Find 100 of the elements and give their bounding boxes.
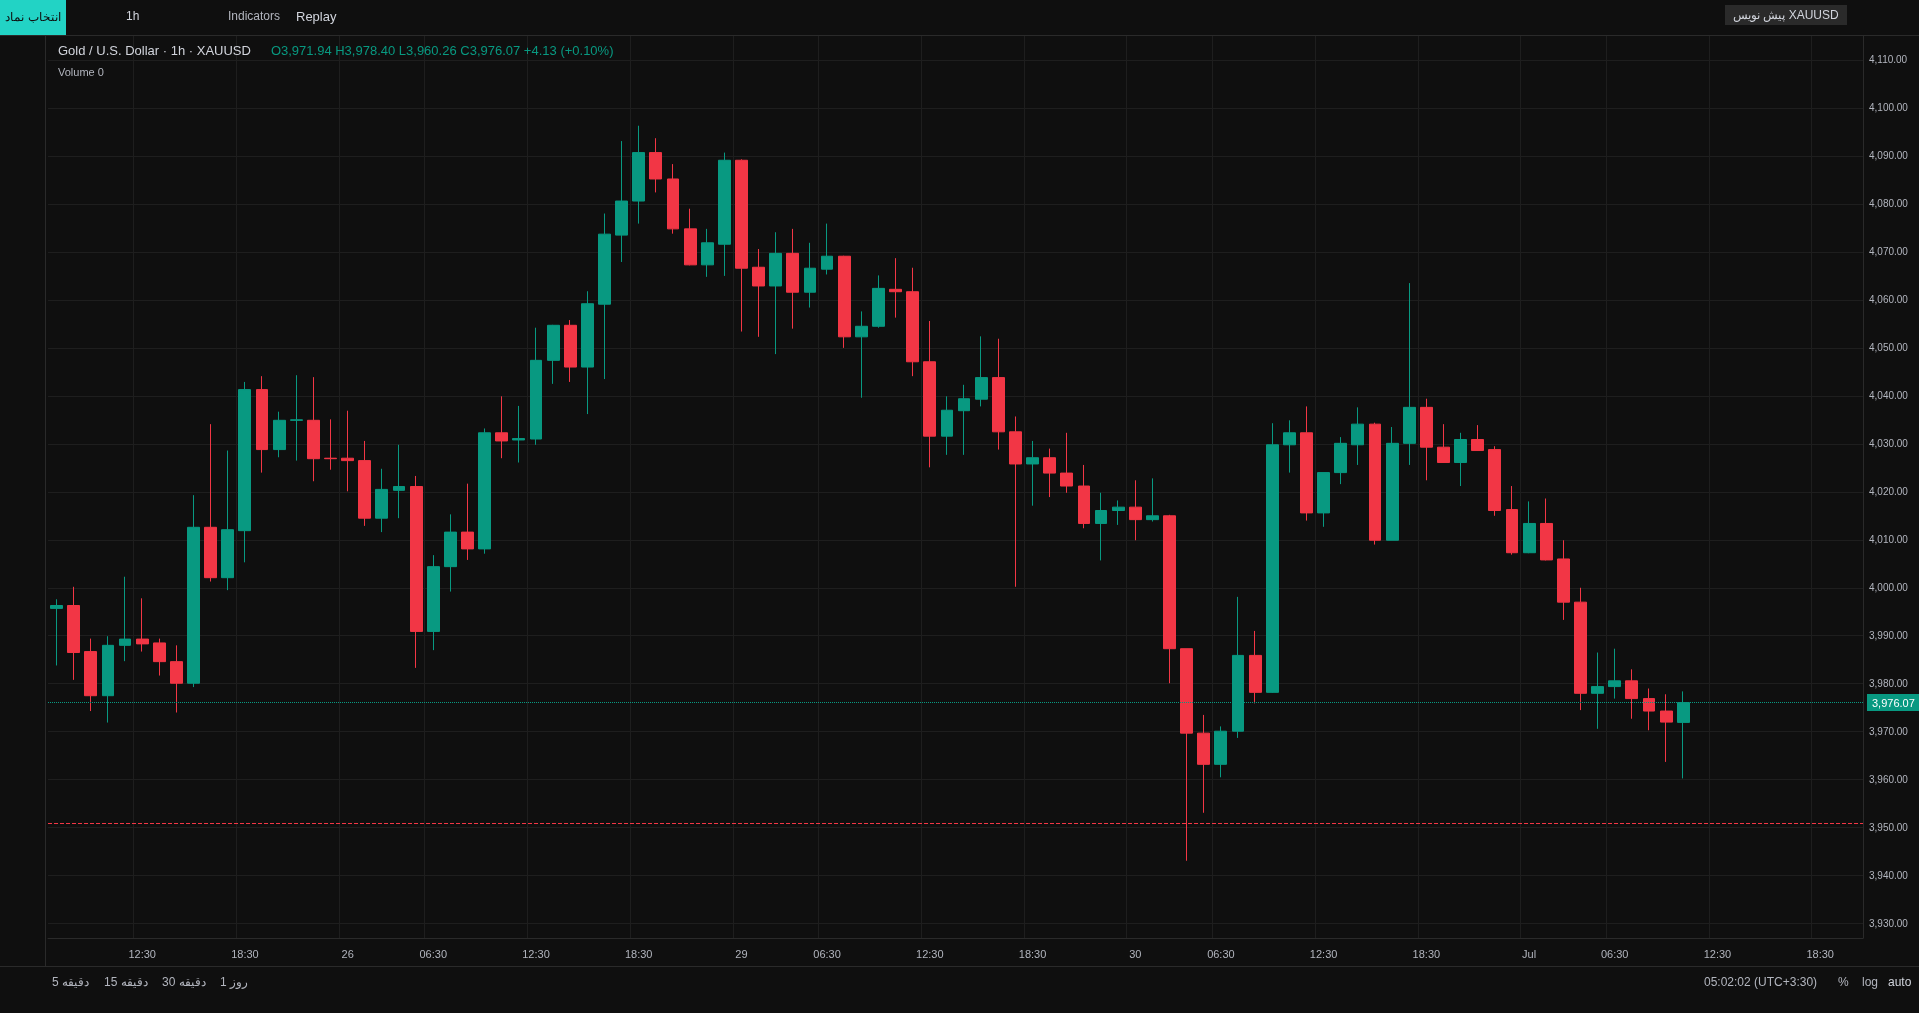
x-tick-label: 06:30 xyxy=(1207,947,1235,960)
candlestick xyxy=(1300,405,1313,522)
text: 5 دقیقه xyxy=(52,975,90,989)
x-tick-label: 12:30 xyxy=(522,947,550,960)
candlestick xyxy=(307,376,320,482)
candlestick xyxy=(1026,440,1039,507)
candlestick xyxy=(975,335,988,407)
candlestick xyxy=(1574,587,1587,711)
candlestick xyxy=(615,140,628,263)
text: 30 دقیقه xyxy=(162,975,206,989)
y-tick-label: 3,930.00 xyxy=(1869,918,1909,930)
candlestick xyxy=(512,405,525,464)
candlestick xyxy=(256,375,268,474)
x-tick-label: 18:30 xyxy=(624,947,653,960)
candlestick xyxy=(598,213,611,380)
candlestick xyxy=(923,320,936,468)
y-tick-label: 4,000.00 xyxy=(1869,582,1909,594)
candlestick xyxy=(941,395,953,456)
y-tick-label: 4,110.00 xyxy=(1869,54,1908,66)
candlestick xyxy=(992,338,1005,451)
candlestick xyxy=(1369,422,1381,546)
candlestick xyxy=(84,638,97,712)
candlestick xyxy=(478,427,491,555)
y-tick-label: 4,020.00 xyxy=(1869,486,1909,498)
candlestick xyxy=(170,644,183,713)
y-tick-label: 3,980.00 xyxy=(1869,678,1909,690)
candlestick xyxy=(667,163,679,235)
x-tick-label: 06:30 xyxy=(813,947,841,960)
candlestick xyxy=(1214,725,1227,778)
text: 1h xyxy=(126,9,140,23)
text: O3,971.94 H3,978.40 L3,960.26 C3,976.07 +4.13 (+0.10%) xyxy=(270,43,614,58)
candlestick xyxy=(752,248,765,338)
y-tick-label: 4,060.00 xyxy=(1869,294,1909,306)
candlestick xyxy=(1420,398,1433,481)
candlestick xyxy=(838,255,851,349)
candlestick xyxy=(821,223,833,275)
candlestick xyxy=(204,423,217,583)
candlestick xyxy=(581,290,594,415)
candlestick xyxy=(1540,498,1553,561)
candlestick xyxy=(701,228,714,278)
candlestick xyxy=(187,494,200,688)
candlestick xyxy=(958,384,970,456)
candlestick xyxy=(547,324,560,385)
candlestick xyxy=(410,475,423,669)
ref-line-label: 3,976.07 xyxy=(1872,696,1915,709)
x-tick-label: 18:30 xyxy=(1412,947,1441,960)
y-tick-label: 4,030.00 xyxy=(1869,438,1909,450)
x-tick-label: 12:30 xyxy=(916,947,944,960)
candlestick xyxy=(718,152,731,277)
text: Indicators xyxy=(228,9,281,23)
candlestick xyxy=(1488,445,1501,517)
y-tick-label: 3,950.00 xyxy=(1869,822,1909,834)
y-tick-label: 4,100.00 xyxy=(1869,102,1909,114)
x-tick-label: 12:30 xyxy=(1309,947,1338,960)
candlestick xyxy=(290,374,303,462)
y-tick-label: 3,960.00 xyxy=(1869,774,1909,786)
candlestick xyxy=(735,158,748,333)
candlestick xyxy=(238,381,251,563)
candlestick xyxy=(906,267,919,377)
x-tick-label: 12:30 xyxy=(128,947,156,960)
candlestick xyxy=(1266,422,1279,694)
candlestick xyxy=(564,319,577,383)
candlestick xyxy=(1557,539,1570,621)
candlestick xyxy=(444,513,457,593)
text: انتخاب نماد xyxy=(0,0,66,35)
x-tick-label: 18:30 xyxy=(1806,947,1834,960)
text: 15 دقیقه xyxy=(104,975,148,989)
candlestick xyxy=(221,450,234,591)
candlestick xyxy=(769,231,782,355)
candlestick xyxy=(1043,448,1056,498)
candlestick xyxy=(1249,630,1262,704)
candlestick xyxy=(1197,714,1210,814)
candlestick xyxy=(1386,426,1399,541)
candlestick xyxy=(1523,500,1536,554)
candlestick xyxy=(341,410,354,492)
candlestick xyxy=(632,125,645,225)
candlestick xyxy=(153,638,166,677)
y-tick-label: 4,090.00 xyxy=(1869,150,1909,162)
annotation: Volume 0 xyxy=(58,66,104,78)
candlestick xyxy=(393,444,405,519)
candlestick xyxy=(1317,472,1330,528)
candlestick xyxy=(530,327,542,446)
candlestick xyxy=(1163,514,1176,684)
text: پیش نویس XAUUSD xyxy=(1725,5,1847,25)
candlestick xyxy=(889,257,902,319)
candlestick xyxy=(1095,492,1107,561)
candlestick xyxy=(1009,415,1022,588)
candlestick xyxy=(1112,499,1125,526)
candlestick xyxy=(1351,406,1364,466)
candlestick xyxy=(375,468,388,533)
candlestick xyxy=(273,411,286,458)
candlestick xyxy=(1643,688,1655,731)
candlestick xyxy=(872,274,885,329)
candlestick xyxy=(1283,419,1296,474)
y-tick-label: 4,080.00 xyxy=(1869,198,1909,210)
x-tick-label: 12:30 xyxy=(1703,947,1732,960)
candlestick xyxy=(1403,282,1416,466)
y-tick-label: 3,970.00 xyxy=(1869,726,1909,738)
text: log xyxy=(1862,975,1879,989)
candlestick xyxy=(136,597,149,653)
